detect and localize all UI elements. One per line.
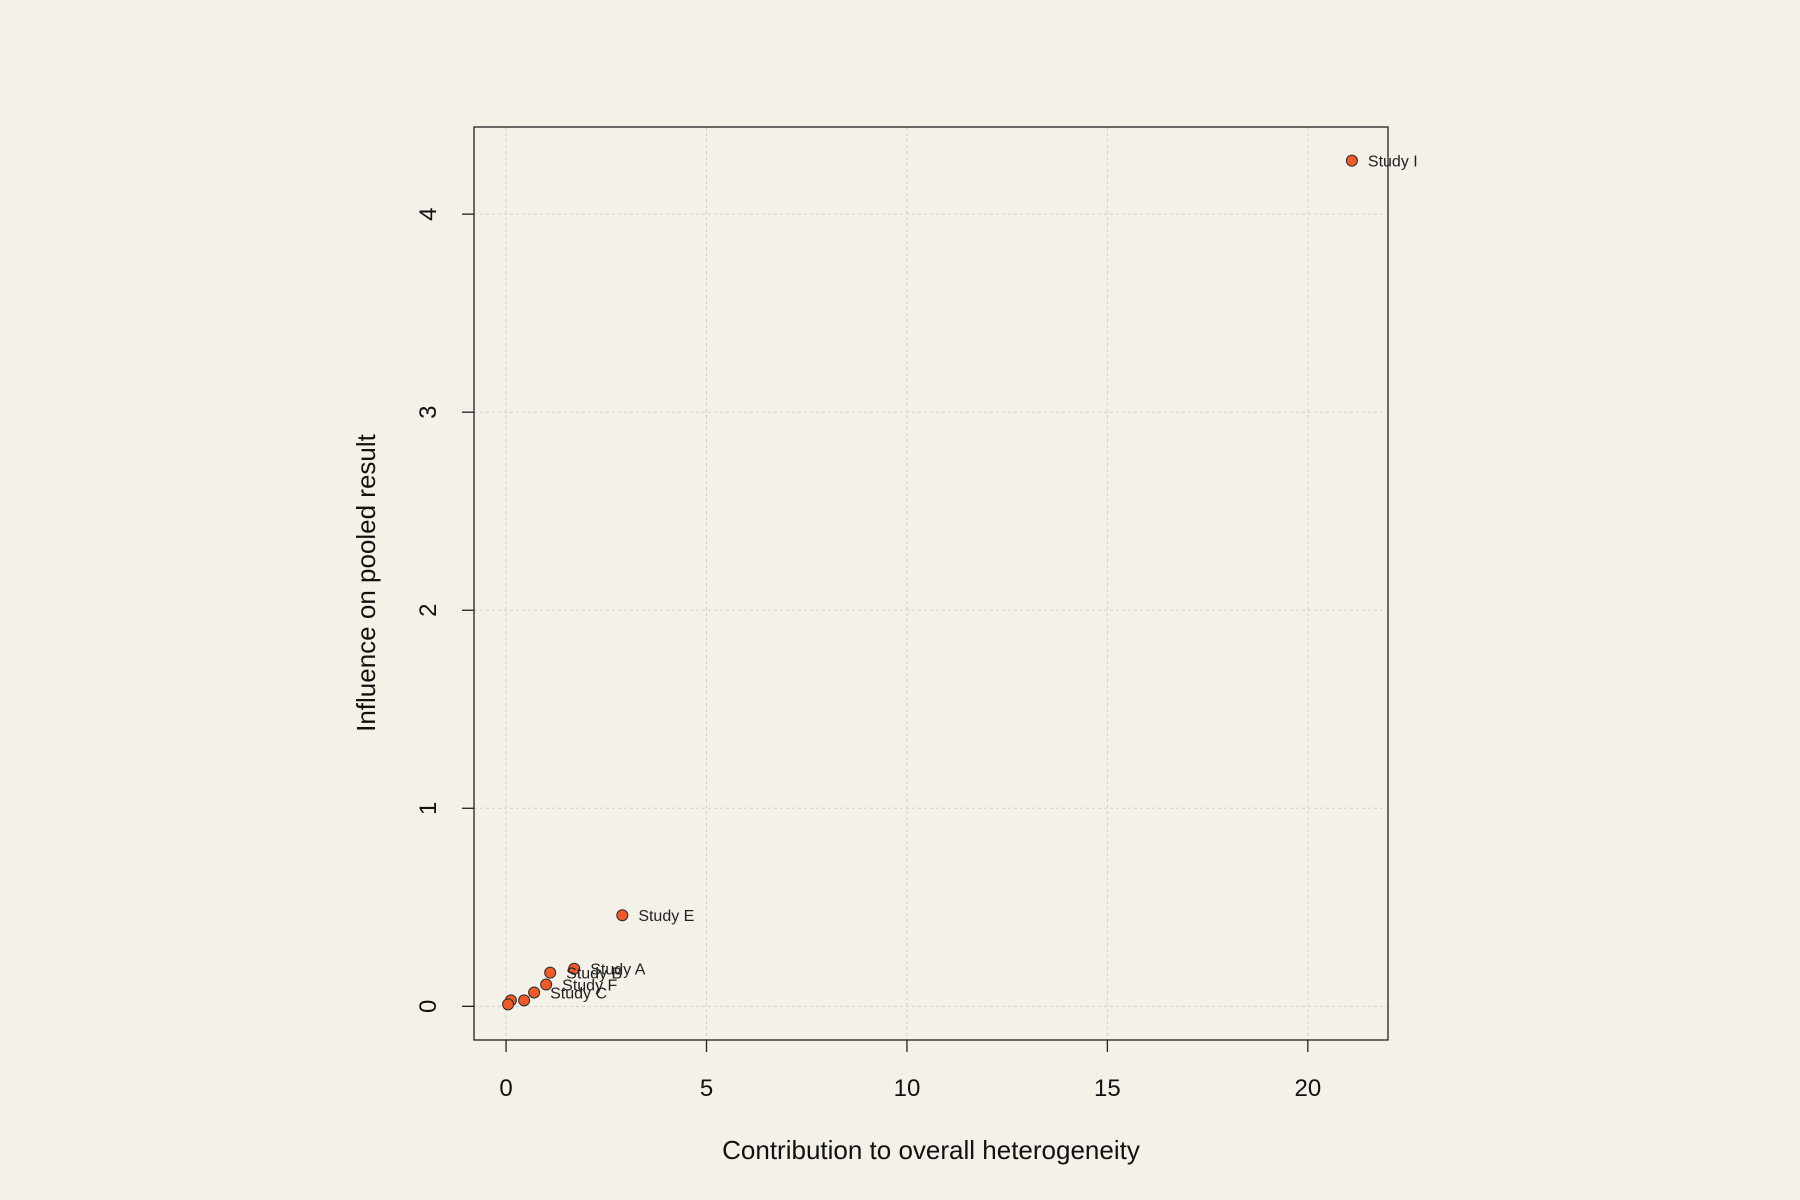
data-point: [518, 994, 531, 1007]
point-label: Study F: [562, 978, 617, 995]
x-tick-label: 0: [499, 1075, 512, 1102]
data-points: [502, 154, 1358, 1011]
y-axis-title: Influence on pooled result: [351, 433, 381, 732]
x-axis-title: Contribution to overall heterogeneity: [722, 1135, 1140, 1165]
point-label: Study A: [590, 962, 645, 979]
data-point: [528, 986, 541, 999]
y-tick-label: 2: [415, 604, 442, 617]
x-tick-label: 20: [1294, 1075, 1321, 1102]
x-tick-label: 10: [894, 1075, 921, 1102]
data-point: [568, 962, 581, 975]
y-tick-label: 3: [415, 406, 442, 419]
data-point: [502, 998, 515, 1011]
x-axis: 0 5 10 15 20: [499, 1040, 1321, 1102]
y-tick-label: 0: [415, 1000, 442, 1013]
y-tick-label: 4: [415, 207, 442, 220]
y-axis: 0 1 2 3 4: [415, 207, 474, 1013]
point-label: Study E: [638, 908, 694, 925]
x-tick-label: 15: [1094, 1075, 1121, 1102]
x-tick-label: 5: [700, 1075, 713, 1102]
point-label: Study C: [550, 985, 607, 1002]
point-label: Study I: [1368, 154, 1418, 171]
point-label: Study B: [566, 966, 622, 983]
y-tick-label: 1: [415, 802, 442, 815]
grid-lines: [474, 127, 1388, 1040]
data-point: [1345, 154, 1358, 167]
data-point: [540, 978, 553, 991]
data-point: [544, 966, 557, 979]
data-point: [616, 909, 629, 922]
plot-frame: [473, 126, 1389, 1041]
